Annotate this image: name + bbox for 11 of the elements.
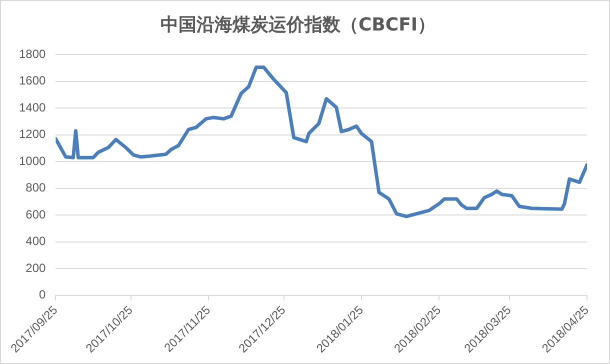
y-tick-label: 1600 xyxy=(18,74,46,88)
y-tick-label: 600 xyxy=(26,207,46,222)
y-tick-label: 800 xyxy=(26,180,46,195)
y-tick-label: 1200 xyxy=(18,127,46,142)
y-tick-label: 200 xyxy=(26,260,46,275)
y-tick-label: 1800 xyxy=(18,46,46,61)
chart-title: 中国沿海煤炭运价指数（CBCFI） xyxy=(160,14,436,36)
y-tick-label: 0 xyxy=(39,288,46,302)
y-tick-label: 400 xyxy=(26,234,46,248)
y-tick-label: 1000 xyxy=(18,154,46,168)
y-tick-label: 1400 xyxy=(18,100,46,114)
